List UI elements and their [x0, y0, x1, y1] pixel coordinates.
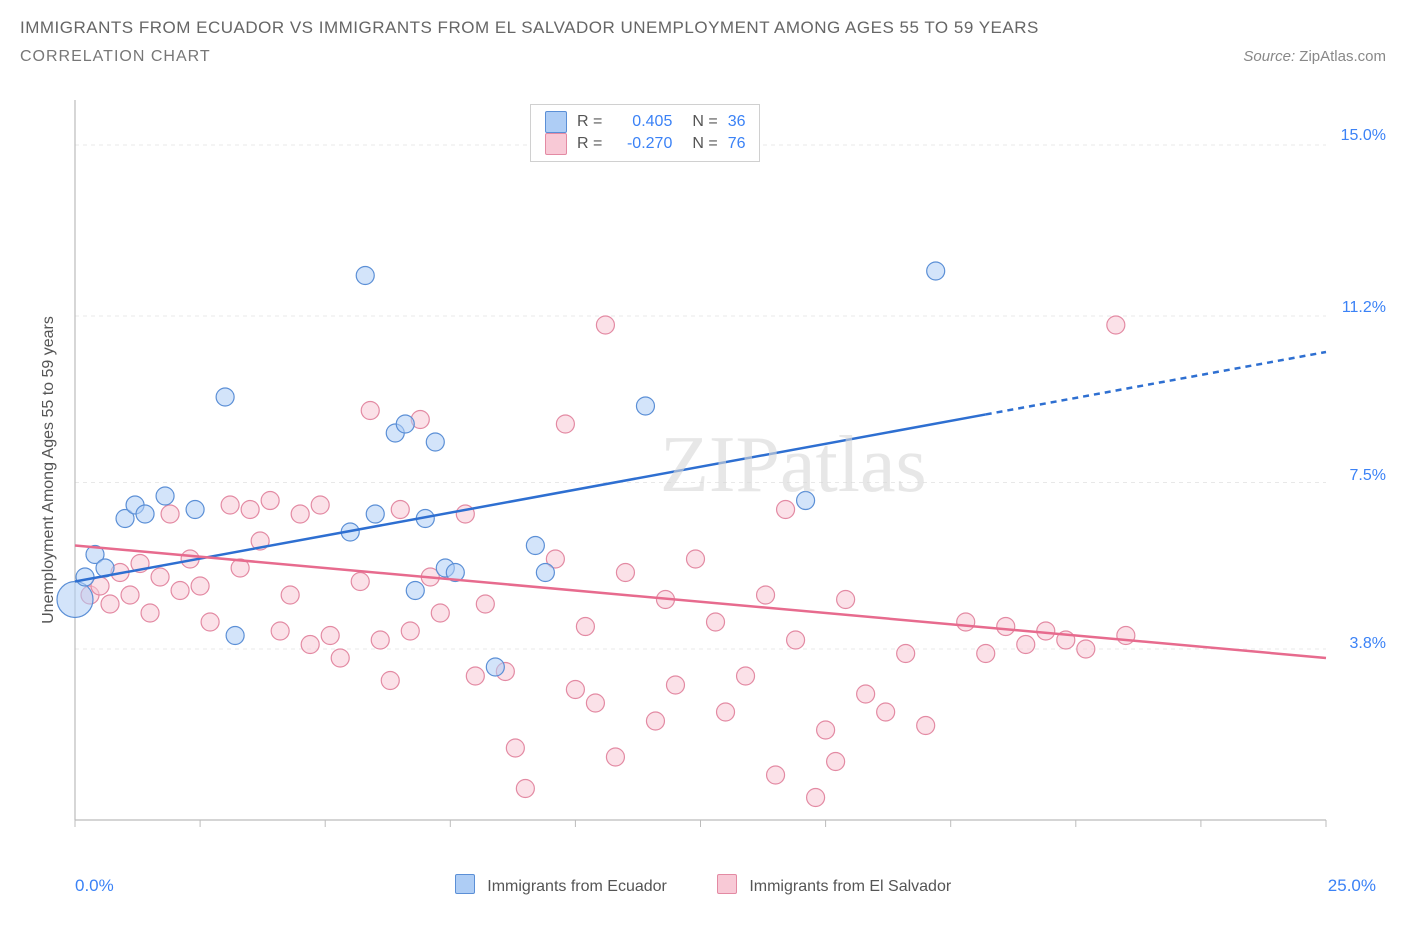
scatter-plot [20, 100, 1386, 860]
y-tick-label: 3.8% [1350, 635, 1386, 653]
source-attribution: Source: ZipAtlas.com [1243, 48, 1386, 65]
legend-item-ecuador: Immigrants from Ecuador [455, 874, 667, 896]
swatch-blue-icon [455, 874, 475, 894]
legend-row-ecuador: R = 0.405 N = 36 [545, 111, 745, 133]
y-tick-label: 7.5% [1350, 467, 1386, 485]
swatch-pink-icon [717, 874, 737, 894]
swatch-pink-icon [545, 133, 567, 155]
legend-item-elsalvador: Immigrants from El Salvador [717, 874, 951, 896]
correlation-legend: R = 0.405 N = 36 R = -0.270 N = 76 [530, 104, 760, 162]
page-title: IMMIGRANTS FROM ECUADOR VS IMMIGRANTS FR… [20, 18, 1386, 38]
chart-area: Unemployment Among Ages 55 to 59 years Z… [20, 100, 1386, 900]
page-subtitle: CORRELATION CHART [20, 48, 211, 66]
y-tick-label: 11.2% [1342, 299, 1386, 317]
y-tick-label: 15.0% [1341, 127, 1386, 145]
series-legend: Immigrants from Ecuador Immigrants from … [20, 874, 1386, 896]
swatch-blue-icon [545, 111, 567, 133]
legend-row-elsalvador: R = -0.270 N = 76 [545, 133, 745, 155]
y-axis-label: Unemployment Among Ages 55 to 59 years [40, 220, 58, 720]
